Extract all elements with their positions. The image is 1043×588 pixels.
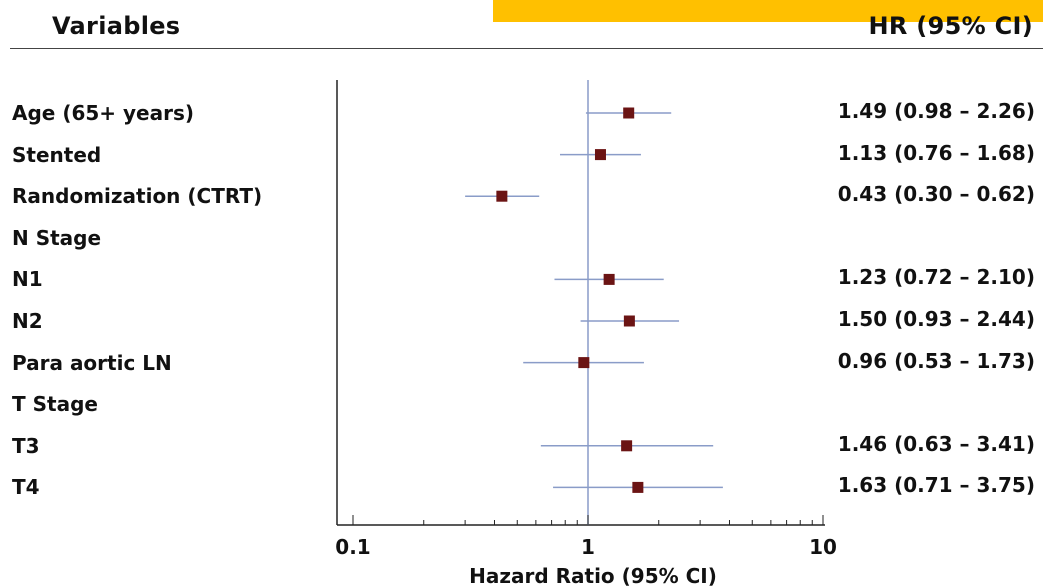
hr-ci-header: HR (95% CI) xyxy=(868,12,1033,40)
x-tick-label: 0.1 xyxy=(335,535,370,559)
x-tick-label: 10 xyxy=(809,535,837,559)
highlight-banner xyxy=(493,0,1043,22)
plot-marks xyxy=(465,107,723,493)
hr-marker xyxy=(632,481,644,493)
row-label: Stented xyxy=(12,142,102,167)
hr-marker xyxy=(621,440,633,452)
row-label: Randomization (CTRT) xyxy=(12,184,263,209)
row-label: T4 xyxy=(12,475,40,500)
hr-ci-value: 1.46 (0.63 – 3.41) xyxy=(837,431,1035,456)
row-label: Age (65+ years) xyxy=(12,101,195,125)
row-label: N2 xyxy=(12,309,43,333)
hr-marker xyxy=(623,315,635,327)
hr-ci-value: 1.49 (0.98 – 2.26) xyxy=(837,99,1035,123)
row-label: T Stage xyxy=(12,392,98,417)
row-label: N1 xyxy=(12,267,43,292)
row-label: Para aortic LN xyxy=(12,350,172,375)
hr-ci-value: 0.96 (0.53 – 1.73) xyxy=(837,348,1035,373)
hr-marker xyxy=(594,149,606,161)
hr-marker xyxy=(578,357,590,369)
hr-ci-value: 1.13 (0.76 – 1.68) xyxy=(837,140,1035,165)
hr-ci-value: 1.23 (0.72 – 2.10) xyxy=(837,265,1035,290)
hr-marker xyxy=(623,107,635,119)
variables-header: Variables xyxy=(52,12,181,40)
hr-marker xyxy=(496,190,508,202)
hr-ci-value: 1.50 (0.93 – 2.44) xyxy=(837,307,1035,331)
hr-marker xyxy=(603,273,615,285)
row-label: T3 xyxy=(12,433,40,458)
x-axis-title: Hazard Ratio (95% CI) xyxy=(469,564,717,588)
hr-ci-value: 1.63 (0.71 – 3.75) xyxy=(837,473,1035,498)
header-divider xyxy=(10,48,1043,49)
x-tick-label: 1 xyxy=(581,535,595,559)
row-label: N Stage xyxy=(12,225,102,250)
hr-ci-value: 0.43 (0.30 – 0.62) xyxy=(837,182,1035,207)
